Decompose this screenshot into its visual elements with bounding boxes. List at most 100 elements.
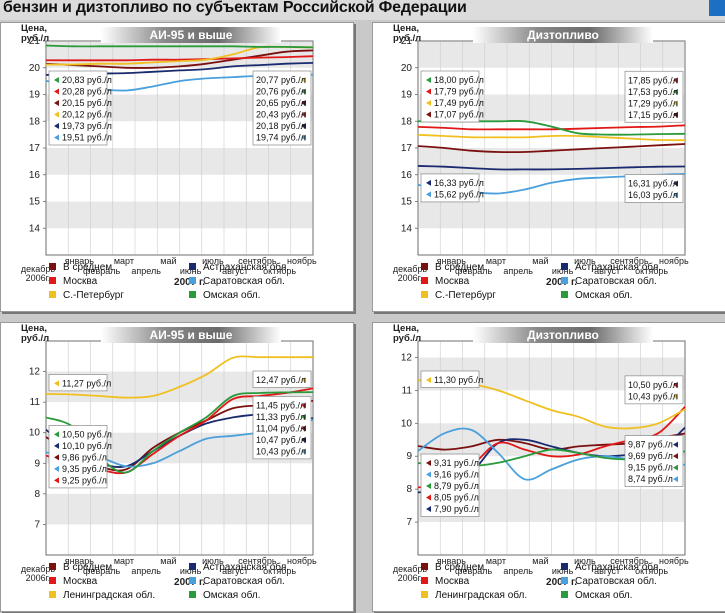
- value-label: 17,07 руб./л: [434, 110, 484, 120]
- y-tick-label: 12: [29, 367, 41, 378]
- value-label-box: [48, 374, 108, 392]
- month-label: август: [594, 566, 620, 576]
- legend-label: Москва: [63, 276, 98, 287]
- chart-title: Дизтопливо: [527, 328, 599, 342]
- legend-swatch-msk: [49, 577, 56, 584]
- month-label: август: [222, 566, 248, 576]
- value-label: 8,74 руб./л: [628, 474, 673, 484]
- value-marker-spb: [301, 77, 306, 83]
- legend-label: Омская обл.: [203, 589, 260, 601]
- legend-swatch-astr: [189, 563, 196, 570]
- month-label: август: [222, 266, 248, 276]
- value-label: 19,51 руб./л: [62, 133, 112, 143]
- y-tick-label: 9: [34, 458, 40, 469]
- value-marker-avg: [673, 111, 678, 118]
- value-marker-avg: [54, 100, 59, 106]
- legend-label: Москва: [435, 576, 470, 587]
- value-marker-msk: [426, 494, 431, 501]
- value-marker-spb: [426, 377, 431, 383]
- month-label: март: [486, 556, 506, 566]
- y-tick-label: 7: [34, 519, 40, 530]
- month-label: август: [594, 266, 620, 276]
- value-marker-spb: [54, 111, 59, 118]
- legend-swatch-sar: [189, 577, 196, 584]
- month-label-year: 2006г.: [26, 273, 51, 283]
- legend-label: Ленинградская обл.: [63, 589, 155, 601]
- series-line-astr: [417, 165, 686, 171]
- month-label: май: [160, 556, 176, 566]
- legend-label: Ленинградская обл.: [435, 589, 527, 601]
- value-label-box: [252, 70, 312, 146]
- y-tick-label: 21: [401, 36, 413, 47]
- value-marker-sar: [426, 191, 431, 198]
- value-label: 7,90 руб./л: [434, 504, 479, 514]
- month-label: октябрь: [263, 566, 296, 576]
- chart-panel-1: АИ-95 и выше Цена, руб./л 14 15 16 17 18 19 20 21 д…: [0, 22, 354, 312]
- value-label: 18,00 руб./л: [434, 75, 484, 85]
- y-tick-label: 20: [401, 63, 413, 74]
- value-marker-avg: [301, 100, 306, 106]
- chart-title: Дизтопливо: [527, 28, 599, 42]
- value-label: 20,83 руб./л: [62, 75, 112, 85]
- value-label: 11,33 руб./л: [256, 412, 305, 422]
- series-line-spb: [45, 355, 314, 399]
- month-label: февраль: [455, 266, 492, 276]
- month-label: январь: [65, 256, 95, 266]
- value-marker-omsk: [54, 77, 59, 83]
- value-marker-msk: [301, 111, 306, 118]
- month-label: май: [532, 256, 548, 266]
- value-label: 9,87 руб./л: [628, 440, 673, 450]
- legend-swatch-avg: [49, 263, 56, 270]
- month-label: июнь: [180, 266, 202, 276]
- month-label: сентябрь: [238, 556, 277, 566]
- chart-panel-3: АИ-95 и выше Цена, руб./л 7 8 9 10 11 12 декабрь 2…: [0, 322, 354, 612]
- legend-swatch-spb: [49, 291, 56, 298]
- month-label: ноябрь: [287, 556, 317, 566]
- y-tick-label: 16: [401, 170, 413, 181]
- value-marker-msk: [301, 402, 306, 409]
- month-label: ноябрь: [287, 256, 317, 266]
- value-marker-astr: [426, 506, 431, 513]
- legend-label: Астраханская обл.: [203, 561, 289, 573]
- y-axis-label-line2: руб./л: [393, 333, 421, 344]
- series-line-omsk: [45, 44, 314, 49]
- legend-swatch-msk: [421, 577, 428, 584]
- value-label: 20,43 руб./л: [256, 110, 306, 120]
- value-marker-avg: [426, 111, 431, 118]
- y-tick-label: 10: [401, 418, 413, 429]
- value-label-box: [252, 370, 312, 388]
- y-tick-label: 19: [29, 90, 41, 101]
- value-marker-omsk: [426, 483, 431, 490]
- value-label: 9,69 руб./л: [628, 451, 673, 461]
- value-label-box: [420, 370, 480, 388]
- value-marker-omsk: [54, 431, 59, 438]
- month-label: октябрь: [635, 566, 668, 576]
- chart-panel-4: Дизтопливо Цена, руб./л 7 8 9 10 11 12 декабрь 200…: [372, 322, 725, 612]
- value-label: 8,79 руб./л: [434, 481, 479, 491]
- month-label: февраль: [83, 566, 120, 576]
- value-label: 11,45 руб./л: [256, 400, 305, 410]
- value-label-box: [624, 70, 684, 123]
- value-label: 8,05 руб./л: [434, 493, 479, 503]
- month-label: май: [532, 556, 548, 566]
- value-label: 20,76 руб./л: [256, 87, 306, 97]
- legend-label: Омская обл.: [575, 289, 632, 301]
- value-marker-astr: [426, 179, 431, 186]
- y-tick-label: 15: [29, 197, 41, 208]
- value-marker-astr: [673, 441, 678, 448]
- legend-swatch-msk: [49, 277, 56, 284]
- month-label: февраль: [83, 266, 120, 276]
- value-label: 10,43 руб./л: [628, 391, 678, 401]
- chart-svg-4: Дизтопливо Цена,руб./л 7 8 9 10 11 12 декабрь200…: [393, 323, 689, 601]
- legend-swatch-msk: [421, 277, 428, 284]
- y-tick-label: 15: [401, 197, 413, 208]
- chart-svg-1: АИ-95 и выше Цена,руб./л 14 15 16 17 18 19 20 21 д…: [21, 23, 317, 301]
- value-marker-avg: [673, 453, 678, 460]
- value-label: 10,47 руб./л: [256, 435, 306, 445]
- legend-label: Саратовская обл.: [203, 275, 285, 287]
- month-label: декабрь: [393, 264, 428, 274]
- month-label: февраль: [455, 566, 492, 576]
- month-label: декабрь: [21, 564, 56, 574]
- value-marker-spb: [673, 100, 678, 107]
- value-label: 10,50 руб./л: [628, 380, 678, 390]
